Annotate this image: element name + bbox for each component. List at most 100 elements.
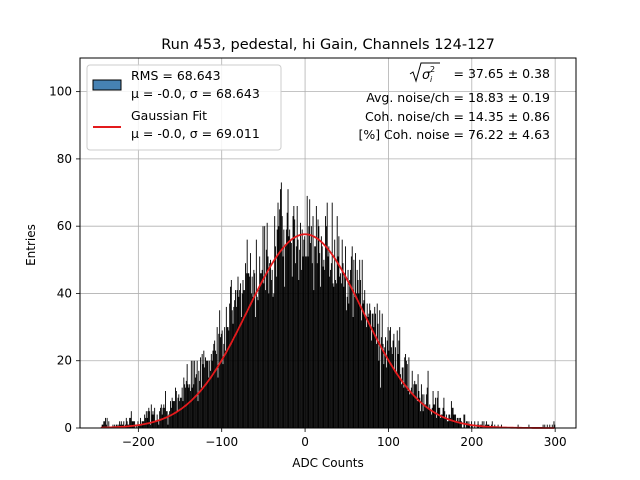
histogram-bar — [310, 226, 312, 428]
y-tick-label: 80 — [57, 152, 72, 166]
histogram-bar — [485, 421, 487, 428]
histogram-bar — [272, 296, 274, 428]
histogram-bar — [398, 340, 400, 428]
histogram-bar — [129, 417, 131, 428]
histogram-bar — [112, 424, 114, 428]
histogram-bar — [270, 259, 271, 428]
legend-histogram-label: RMS = 68.643 — [131, 68, 221, 83]
histogram-bar — [393, 333, 395, 428]
histogram-bar — [425, 394, 427, 428]
histogram-bar — [103, 421, 105, 428]
histogram-bar — [224, 327, 226, 428]
histogram-bar — [411, 370, 413, 428]
histogram-bar — [134, 421, 136, 428]
histogram-bar — [342, 263, 344, 428]
histogram-bar — [350, 269, 351, 428]
histogram-bar — [265, 249, 267, 428]
histogram-bar — [500, 424, 502, 428]
histogram-bar — [244, 290, 246, 428]
histogram-bar — [352, 317, 354, 428]
histogram-bar — [359, 259, 361, 428]
histogram-bar — [252, 296, 254, 428]
histogram-bar — [155, 421, 157, 428]
histogram-bar — [189, 384, 191, 428]
histogram-bar — [378, 360, 380, 428]
histogram-bar — [236, 290, 238, 428]
histogram-bar — [276, 229, 278, 428]
histogram-bar — [318, 226, 320, 428]
histogram-bar — [344, 273, 346, 428]
histogram-bar — [381, 313, 383, 428]
histogram-bar — [321, 246, 323, 428]
histogram-bar — [140, 417, 141, 428]
histogram-bar — [388, 350, 390, 428]
histogram-bar — [191, 387, 193, 428]
histogram-bar — [434, 404, 436, 428]
histogram-bar — [440, 414, 442, 428]
gaussian-fit-curve — [100, 233, 555, 429]
histogram-bar — [315, 206, 317, 428]
histogram-bar — [333, 286, 335, 428]
histogram-bar — [264, 226, 266, 428]
histogram-bar — [455, 421, 457, 428]
histogram-bar — [340, 273, 341, 428]
histogram-bar — [232, 323, 234, 428]
histogram-bar — [345, 310, 347, 428]
histogram-bar — [451, 407, 453, 428]
histogram-bar — [299, 249, 301, 428]
histogram-bar — [175, 391, 177, 428]
histogram-bar — [242, 280, 244, 428]
histogram-bar — [270, 280, 272, 428]
histogram-bar — [148, 407, 150, 428]
histogram-bar — [295, 246, 297, 428]
histogram-bar — [452, 407, 454, 428]
histogram-bar — [215, 354, 217, 428]
histogram-bar — [549, 424, 551, 428]
histogram-bar — [241, 293, 243, 428]
histogram-bar — [199, 380, 201, 428]
svg-text:i: i — [430, 75, 433, 84]
histogram-bar — [413, 384, 415, 428]
histogram-bar — [551, 424, 553, 428]
histogram-bar — [420, 384, 422, 428]
histogram-bar — [443, 397, 445, 428]
histogram-bar — [288, 236, 290, 428]
histogram-bar — [544, 424, 546, 428]
histogram-bar — [335, 280, 336, 428]
histogram-bar — [384, 347, 386, 428]
histogram-bar — [375, 343, 377, 428]
histogram-bar — [205, 357, 206, 428]
histogram-bar — [311, 263, 313, 428]
histogram-bar — [355, 253, 356, 428]
histogram-bar — [390, 347, 392, 428]
histogram-bar — [138, 424, 140, 428]
histogram-bar — [319, 253, 321, 428]
y-tick-label: 60 — [57, 219, 72, 233]
histogram-bar — [277, 202, 279, 428]
histogram-bar — [422, 411, 424, 428]
histogram-bar — [330, 269, 331, 428]
histogram-bar — [211, 360, 213, 428]
histogram-bar — [106, 417, 108, 428]
histogram-bar — [209, 360, 211, 428]
histogram-bar — [256, 296, 258, 428]
histogram-bar — [323, 259, 325, 428]
histogram-bar — [380, 337, 382, 428]
histogram-bar — [431, 407, 433, 428]
histogram-bar — [292, 216, 294, 428]
histogram-bar — [268, 293, 270, 428]
histogram-bar — [167, 424, 169, 428]
histogram-bar — [227, 327, 229, 428]
histogram-bar — [349, 280, 351, 428]
histogram-bar — [353, 259, 355, 428]
histogram-bar — [247, 273, 249, 428]
histogram-bar — [370, 340, 372, 428]
histogram-bar — [402, 367, 404, 428]
histogram-bar — [154, 407, 156, 428]
histogram-bars — [101, 182, 556, 428]
histogram-bar — [204, 367, 206, 428]
histogram-bar — [255, 239, 257, 428]
annotation-sqrt-sigma: = 37.65 ± 0.38 — [454, 66, 551, 81]
histogram-bar — [438, 407, 440, 428]
histogram-bar — [360, 320, 362, 428]
